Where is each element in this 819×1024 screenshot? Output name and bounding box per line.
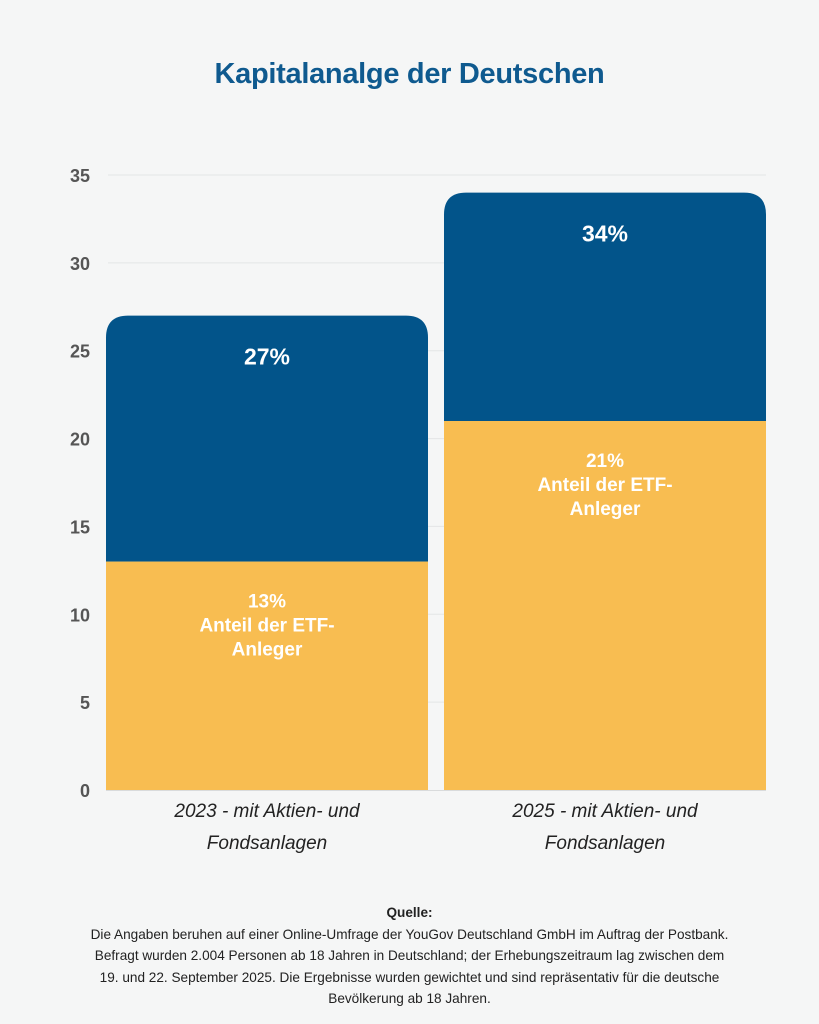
bar-etf-segment-1 xyxy=(444,421,766,790)
source-line: Bevölkerung ab 18 Jahren. xyxy=(328,991,491,1006)
y-tick-label-20: 20 xyxy=(70,430,90,450)
bar-total-label-1: 34% xyxy=(582,221,628,247)
y-tick-label-15: 15 xyxy=(70,517,90,537)
x-axis-label-line: Fondsanlagen xyxy=(206,833,328,854)
bar-etf-label-1-line-2: Anleger xyxy=(570,499,641,520)
source-line: Die Angaben beruhen auf einer Online-Umf… xyxy=(90,926,729,942)
y-tick-label-35: 35 xyxy=(70,166,90,186)
bar-etf-label-0-line-2: Anleger xyxy=(232,640,303,661)
source-note: Quelle: Die Angaben beruhen auf einer On… xyxy=(40,902,779,1010)
y-tick-label-25: 25 xyxy=(70,342,90,362)
y-tick-label-0: 0 xyxy=(80,781,90,801)
source-line: 19. und 22. September 2025. Die Ergebnis… xyxy=(99,969,720,985)
bar-etf-label-1-line-1: Anteil der ETF- xyxy=(537,475,672,496)
bar-etf-label-0-line-0: 13% xyxy=(248,592,286,613)
y-tick-label-5: 5 xyxy=(80,693,90,713)
bar-chart: 0 5 10 15 20 25 30 35 27% 13% Anteil der ETF- Anleg… xyxy=(70,166,766,801)
y-tick-label-10: 10 xyxy=(70,605,90,625)
x-axis-label-line: Fondsanlagen xyxy=(544,833,666,854)
x-axis-label-line: 2023 - mit Aktien- und xyxy=(174,801,360,822)
bar-etf-label-0-line-1: Anteil der ETF- xyxy=(199,616,334,637)
y-tick-label-30: 30 xyxy=(70,254,90,274)
bar-etf-segment-0 xyxy=(106,561,428,790)
source-heading: Quelle: xyxy=(386,905,433,920)
x-axis-label-2025: 2025 - mit Aktien- und Fondsanlagen xyxy=(444,796,766,860)
bar-total-segment-0 xyxy=(106,315,428,562)
x-axis-label-line: 2025 - mit Aktien- und xyxy=(512,801,698,822)
bar-total-label-0: 27% xyxy=(244,344,290,370)
x-axis-label-2023: 2023 - mit Aktien- und Fondsanlagen xyxy=(106,796,428,860)
bar-total-segment-1 xyxy=(444,192,766,421)
source-line: Befragt wurden 2.004 Personen ab 18 Jahr… xyxy=(94,948,725,963)
chart-title: Kapitalanalge der Deutschen xyxy=(214,58,605,90)
bar-etf-label-1-line-0: 21% xyxy=(586,451,624,472)
